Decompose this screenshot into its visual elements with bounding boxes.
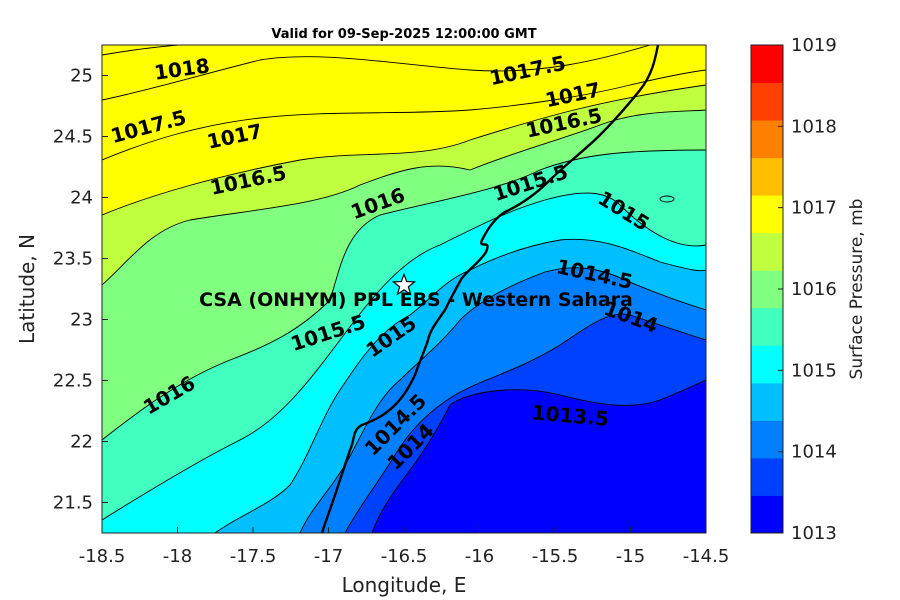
x-tick-label: -15 (616, 546, 645, 567)
colorbar-tick-label: 1019 (791, 35, 837, 56)
colorbar-label: Surface Pressure, mb (847, 199, 867, 380)
colorbar-swatch (751, 270, 783, 309)
x-tick-label: -18 (163, 546, 192, 567)
x-tick-label: -16 (465, 546, 494, 567)
colorbar-swatch (751, 420, 783, 459)
colorbar-tick-label: 1016 (791, 279, 837, 300)
colorbar (751, 45, 783, 534)
colorbar-swatch (751, 457, 783, 496)
x-tick-label: -18.5 (79, 546, 126, 567)
colorbar-tick-label: 1015 (791, 360, 837, 381)
y-tick-label: 24.5 (53, 127, 93, 148)
map-plot-area (102, 45, 706, 533)
y-tick-label: 22 (70, 432, 93, 453)
colorbar-tick-label: 1014 (791, 442, 837, 463)
station-label: CSA (ONHYM) PPL EBS - Western Sahara (199, 289, 633, 311)
y-tick-label: 24 (70, 188, 93, 209)
station-star-icon (391, 272, 417, 296)
colorbar-swatch (751, 120, 783, 159)
colorbar-swatch (751, 157, 783, 196)
y-tick-label: 23 (70, 310, 93, 331)
colorbar-swatch (751, 232, 783, 271)
colorbar-ticks: 1013 1014 1015 1016 1017 1018 1019 (778, 35, 837, 544)
x-tick-label: -17 (314, 546, 343, 567)
colorbar-swatch (751, 382, 783, 421)
contour-lines (102, 45, 706, 533)
x-tick-label: -14.5 (683, 546, 730, 567)
map-title: Valid for 09-Sep-2025 12:00:00 GMT (271, 27, 536, 42)
colorbar-swatch (751, 495, 783, 534)
colorbar-swatch (751, 82, 783, 121)
x-axis-ticks: -18.5 -18 -17.5 -17 -16.5 -16 -15.5 -15 -14.5 (79, 527, 730, 567)
band-1013 (372, 380, 706, 533)
y-tick-label: 22.5 (53, 371, 93, 392)
y-axis-label: Latitude, N (15, 234, 39, 344)
colorbar-swatch (751, 45, 783, 84)
x-tick-label: -17.5 (230, 546, 277, 567)
colorbar-tick-label: 1018 (791, 116, 837, 137)
y-axis-ticks: 21.5 22 22.5 23 23.5 24 24.5 25 (53, 66, 108, 514)
colorbar-tick-label: 1013 (791, 523, 837, 544)
x-tick-label: -15.5 (532, 546, 579, 567)
colorbar-tick-label: 1017 (791, 198, 837, 219)
colorbar-swatch (751, 345, 783, 384)
x-tick-label: -16.5 (381, 546, 428, 567)
station-marker (391, 272, 417, 296)
y-tick-label: 25 (70, 66, 93, 87)
colorbar-swatch (751, 307, 783, 346)
x-axis-label: Longitude, E (342, 573, 467, 597)
y-tick-label: 21.5 (53, 493, 93, 514)
coastline (320, 45, 660, 533)
colorbar-swatch (751, 195, 783, 234)
y-tick-label: 23.5 (53, 249, 93, 270)
